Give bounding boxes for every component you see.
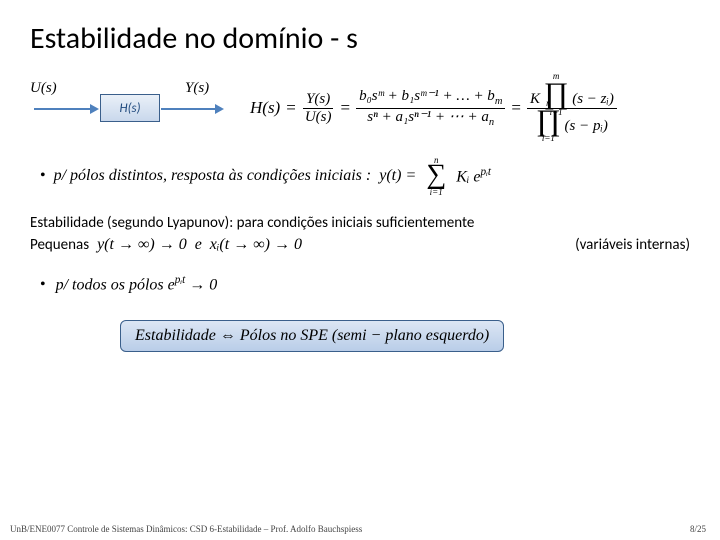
tf-num-ys: Y(s) <box>303 91 333 109</box>
bullet2-dot: • <box>40 276 46 294</box>
tf-num-factor: (s − zᵢ) <box>572 91 614 107</box>
signal-y-label: Y(s) <box>185 80 209 97</box>
bullet1-dot: • <box>40 167 46 185</box>
bullet2-exp: pᵢt <box>175 274 185 286</box>
block-and-equation-row: U(s) H(s) Y(s) H(s) = Y(s) U(s) = b₀sᵐ +… <box>30 82 690 134</box>
block-diagram: U(s) H(s) Y(s) <box>30 88 240 128</box>
tf-poly-num-main: b₀sᵐ + b₁sᵐ⁻¹ + … + b <box>359 88 495 104</box>
tf-den-factor: (s − pᵢ) <box>565 118 608 134</box>
arrow-y-head <box>215 104 224 114</box>
bullet2-arrow: → 0 <box>189 277 217 294</box>
tf-frac-poly: b₀sᵐ + b₁sᵐ⁻¹ + … + bm sⁿ + a₁sⁿ⁻¹ + ⋯ +… <box>356 88 505 128</box>
tf-poly-num: b₀sᵐ + b₁sᵐ⁻¹ + … + bm <box>356 88 505 109</box>
lyapunov-text: Estabilidade (segundo Lyapunov): para co… <box>30 213 690 256</box>
lyap-pequenas: Pequenas <box>30 235 89 256</box>
tf-eq2: = <box>340 98 350 118</box>
transfer-function-box: H(s) <box>100 94 160 122</box>
bullet-all-poles: • p/ todos os pólos epᵢt → 0 <box>40 274 690 294</box>
arrow-u-line <box>34 108 92 110</box>
tf-eq1: = <box>286 98 296 118</box>
arrow-u-head <box>90 104 99 114</box>
footer-left: UnB/ENE0077 Controle de Sistemas Dinâmic… <box>10 524 362 534</box>
stability-highlight-box: Estabilidade ⇔ Pólos no SPE (semi − plan… <box>120 320 504 352</box>
product-den-wrap: n ∏ i=1 <box>536 109 561 135</box>
lyap-line2: Pequenas y(t → ∞) → 0 e xᵢ(t → ∞) → 0 (v… <box>30 234 690 256</box>
tf-poles-den: n ∏ i=1 (s − pᵢ) <box>533 109 611 135</box>
signal-u-label: U(s) <box>30 80 57 97</box>
highlight-row: Estabilidade ⇔ Pólos no SPE (semi − plan… <box>30 320 690 352</box>
bullet2-text-main: p/ todos os pólos e <box>56 277 175 294</box>
bullet1-text: p/ pólos distintos, resposta às condiçõe… <box>54 167 372 185</box>
sum-wrap: n ∑ i=1 <box>426 164 446 188</box>
prod-den-bot: i=1 <box>542 134 555 144</box>
bullet1-term: Kᵢ epᵢt <box>456 166 491 186</box>
transfer-function-equation: H(s) = Y(s) U(s) = b₀sᵐ + b₁sᵐ⁻¹ + … + b… <box>250 82 617 134</box>
bullet1-term-exp: pᵢt <box>481 166 491 178</box>
lyap-line1: Estabilidade (segundo Lyapunov): para co… <box>30 213 690 234</box>
tf-poly-den: sⁿ + a₁sⁿ⁻¹ + ⋯ + an <box>364 109 497 129</box>
product-symbol-den: ∏ <box>536 104 561 137</box>
tf-frac-ys-us: Y(s) U(s) <box>302 91 335 125</box>
lyap-vars: (variáveis internas) <box>575 235 690 256</box>
tf-poly-num-sub: m <box>495 96 503 107</box>
tf-den-us: U(s) <box>302 109 335 126</box>
tf-frac-zeros-poles: K m ∏ i=1 (s − zᵢ) n ∏ i=1 (s − pᵢ) <box>527 82 617 134</box>
tf-eq3: = <box>511 98 521 118</box>
lyap-cond1: y(t → ∞) → 0 <box>97 234 187 256</box>
slide-footer: UnB/ENE0077 Controle de Sistemas Dinâmic… <box>10 524 706 534</box>
tf-poly-den-sub: n <box>489 117 494 128</box>
sum-bot: i=1 <box>430 187 443 197</box>
tf-lhs: H(s) <box>250 98 280 118</box>
bullet1-term-base: Kᵢ e <box>456 168 480 185</box>
page-title: Estabilidade no domínio - s <box>30 20 690 57</box>
footer-page-number: 8/25 <box>690 524 706 534</box>
bullet1-yeq: y(t) = <box>379 167 416 185</box>
tf-poly-den-main: sⁿ + a₁sⁿ⁻¹ + ⋯ + a <box>367 109 489 125</box>
bullet-distinct-poles: • p/ pólos distintos, resposta às condiç… <box>40 164 690 188</box>
bullet2-text: p/ todos os pólos epᵢt → 0 <box>56 274 218 294</box>
sum-top: n <box>434 155 439 165</box>
arrow-y-line <box>161 108 217 110</box>
lyap-e: e <box>195 234 202 256</box>
lyap-cond2: xᵢ(t → ∞) → 0 <box>210 234 302 256</box>
